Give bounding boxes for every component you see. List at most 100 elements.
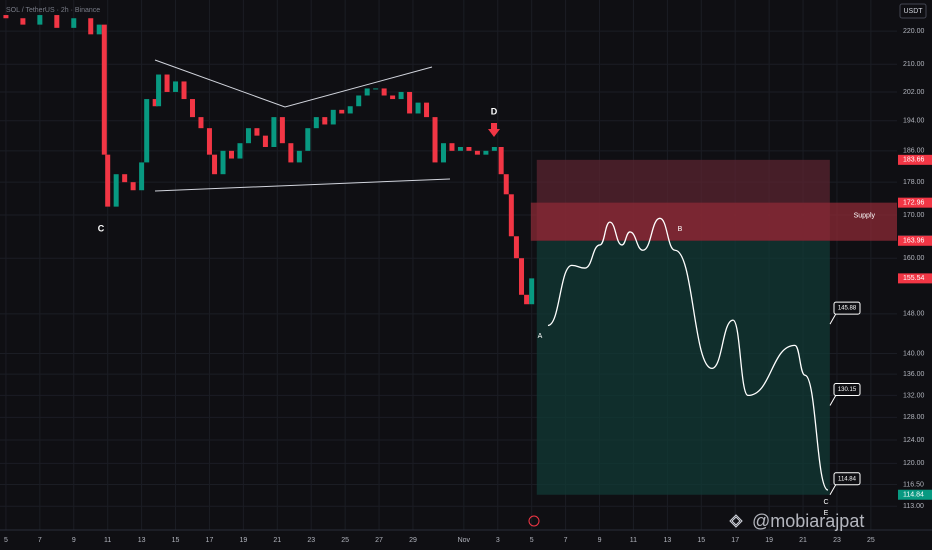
candle-body [415,102,421,114]
candle-body [88,18,94,35]
candle-body [173,81,179,92]
currency-box [899,3,927,19]
x-tick-label: 7 [38,537,42,544]
candle-body [144,99,150,163]
x-tick-label: 17 [731,537,739,544]
candle-body [229,150,235,159]
target-box [833,301,861,315]
y-tick-label: 170.00 [903,212,925,219]
currency: USDT [903,8,923,15]
candle-body [513,236,519,259]
price-badge [898,197,932,208]
candle-body [105,154,111,207]
candle-body [381,88,387,96]
candle-body [37,15,43,25]
y-tick-label: 113.00 [903,503,924,510]
x-tick-label: 7 [564,537,568,544]
y-tick-label: 186.00 [903,148,925,155]
candle-body [189,99,195,118]
price-badge [898,489,932,500]
candle-body [3,15,9,19]
x-tick-label: 23 [833,537,841,544]
x-tick-label: 9 [598,537,602,544]
chart-title: SOL / TetherUS · 2h · Binance [6,7,100,14]
arrow-down [488,123,500,137]
candle-body [54,15,60,28]
x-tick-label: 5 [530,537,534,544]
candle-body [483,150,489,155]
x-tick-label: 9 [72,537,76,544]
candle-body [519,258,525,295]
candle-body [347,106,353,114]
candle-body [130,182,136,191]
x-tick-label: 19 [239,537,247,544]
candle-body [254,128,260,136]
price-badge-label: 155.54 [903,275,925,282]
y-tick-label: 210.00 [903,61,925,68]
y-tick-label: 140.00 [903,350,925,357]
x-tick-label: 23 [307,537,315,544]
time-axis [0,530,932,550]
y-tick-label: 148.00 [903,311,925,318]
x-tick-label: 27 [375,537,383,544]
target-label: 145.88 [838,306,857,312]
y-tick-label: 124.00 [903,437,925,444]
y-tick-label: 136.00 [903,371,925,378]
candle-body [339,109,345,114]
candle-body [491,146,497,151]
y-tick-label: 160.00 [903,255,925,262]
watermark: @mobiarajpat [752,511,864,531]
candle-body [101,24,107,155]
candle-body [322,117,328,125]
y-tick-label: 116.50 [903,481,924,488]
zone-label: Supply [854,213,876,220]
target-box [833,472,861,486]
candle-body [313,117,319,129]
candle-body [330,109,336,125]
price-axis [897,0,932,530]
candle-body [206,128,212,155]
x-tick-label: 25 [341,537,349,544]
price-badge-label: 183.66 [903,157,925,164]
x-tick-label: 15 [697,537,705,544]
candle-body [449,143,455,151]
candle-body [398,91,404,100]
candle-body [220,150,226,175]
y-tick-label: 202.00 [903,89,925,96]
x-tick-label: 29 [409,537,417,544]
candle-body [373,88,379,90]
zone [536,240,830,495]
candle-body [296,150,302,163]
candle-body [237,143,243,159]
price-badge [898,235,932,246]
y-tick-label: 178.00 [903,179,925,186]
y-tick-label: 120.00 [903,460,925,467]
y-tick-label: 128.00 [903,414,925,421]
y-tick-label: 220.00 [903,28,925,35]
candle-body [407,91,413,114]
candle-body [305,128,311,151]
x-tick-label: 11 [630,537,637,544]
x-tick-label: Nov [458,537,471,544]
candle-body [432,117,438,163]
y-tick-label: 194.00 [903,118,925,125]
logo [729,514,743,528]
candle-body [71,18,77,28]
wave-label: B [678,226,683,233]
x-tick-label: 21 [799,537,807,544]
wave-label: C [823,499,828,506]
candle-body [503,174,509,195]
target-box [833,382,861,396]
x-tick-label: 13 [663,537,671,544]
candle-body [20,18,26,25]
x-tick-label: 17 [206,537,214,544]
wave-label: A [538,333,543,340]
candle-body [390,95,396,100]
wave-label: C [98,223,105,233]
candle-body [271,117,277,147]
candle-body [424,102,430,118]
candle-body [152,99,158,107]
candle-body [440,143,446,163]
price-badge [898,273,932,284]
